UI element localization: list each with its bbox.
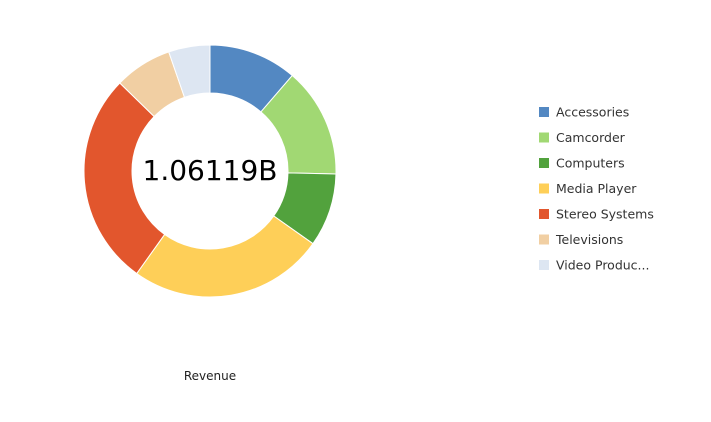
legend-label: Camcorder [556,130,626,145]
legend-item-camcorder[interactable]: Camcorder [539,130,626,145]
legend-label: Media Player [556,181,637,196]
legend-item-televisions[interactable]: Televisions [539,232,623,247]
legend-item-accessories[interactable]: Accessories [539,105,629,120]
legend-item-media-player[interactable]: Media Player [539,181,637,196]
legend-swatch [539,132,549,143]
x-axis-title: Revenue [184,369,236,383]
legend-label: Computers [556,156,625,171]
legend-swatch [539,260,549,270]
legend-label: Televisions [555,232,623,247]
legend-swatch [539,209,549,219]
legend-swatch [539,234,549,245]
legend-label: Stereo Systems [556,207,654,222]
legend-label: Accessories [556,105,629,120]
slice-video-produc[interactable] [168,44,211,98]
legend-item-stereo-systems[interactable]: Stereo Systems [539,207,654,222]
legend-swatch [539,158,549,168]
donut-slices [83,44,337,298]
legend: Accessories Camcorder Computers Media Playe… [539,105,654,273]
legend-item-computers[interactable]: Computers [539,156,625,171]
slice-media-player[interactable] [136,215,314,298]
slice-stereo-systems[interactable] [83,82,166,275]
legend-swatch [539,183,549,194]
center-total-label: 1.06119B [143,154,278,187]
legend-item-video-produc[interactable]: Video Produc... [539,258,649,273]
legend-label: Video Produc... [556,258,649,273]
legend-swatch [539,107,549,117]
